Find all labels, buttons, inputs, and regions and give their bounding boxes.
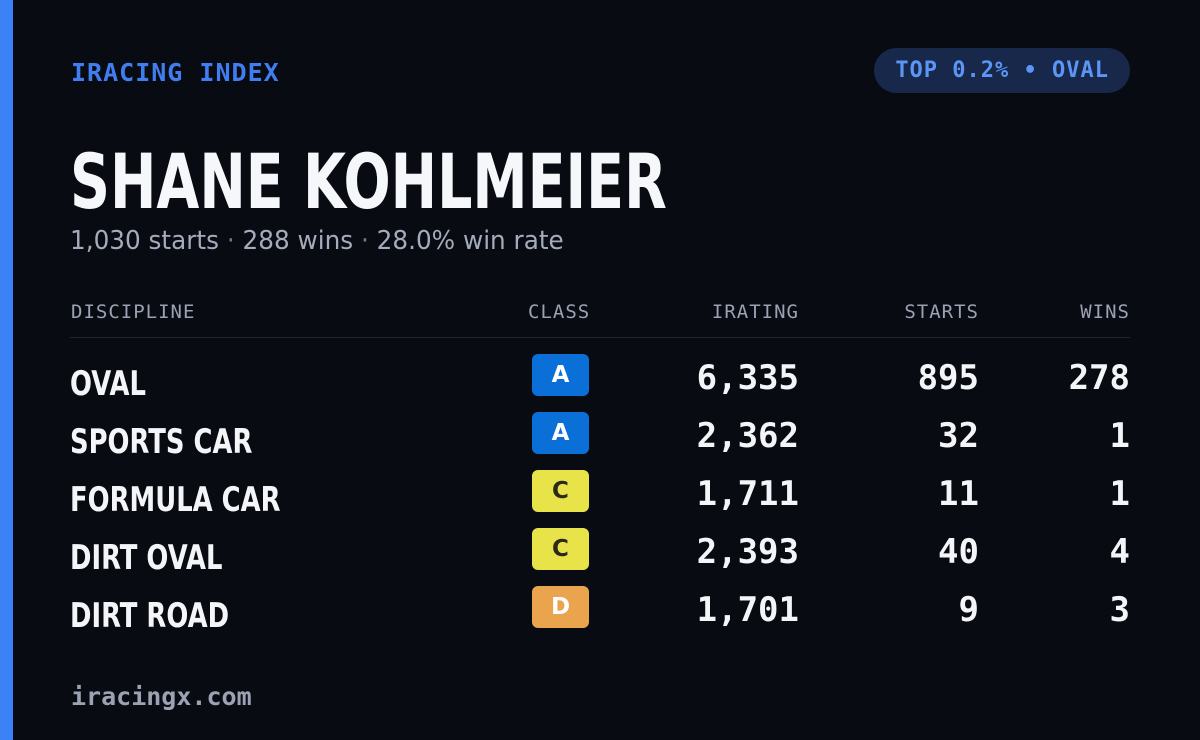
class-badge: D (532, 586, 589, 628)
starts-value: 40 (938, 532, 979, 572)
irating-value: 1,701 (696, 590, 799, 630)
table-row: SPORTS CAR A 2,362 32 1 (0, 412, 1200, 470)
column-header-discipline: DISCIPLINE (71, 301, 196, 323)
irating-value: 2,393 (696, 532, 799, 572)
table-row: DIRT ROAD D 1,701 9 3 (0, 586, 1200, 644)
column-header-starts: STARTS (904, 301, 979, 323)
brand-label: IRACING INDEX (71, 58, 280, 87)
summary-separator: · (360, 226, 369, 256)
starts-value: 9 (958, 590, 979, 630)
wins-value: 3 (1109, 590, 1130, 630)
column-header-wins: WINS (1080, 301, 1130, 323)
starts-value: 11 (938, 474, 979, 514)
summary-separator: · (226, 226, 235, 256)
discipline-name: SPORTS CAR (70, 422, 253, 462)
wins-value: 1 (1109, 474, 1130, 514)
header-divider (70, 337, 1130, 338)
table-row: DIRT OVAL C 2,393 40 4 (0, 528, 1200, 586)
irating-value: 1,711 (696, 474, 799, 514)
summary-win-rate: 28.0% win rate (376, 226, 564, 256)
summary-wins: 288 wins (242, 226, 354, 256)
irating-value: 2,362 (696, 416, 799, 456)
discipline-name: DIRT ROAD (70, 596, 230, 636)
wins-value: 1 (1109, 416, 1130, 456)
discipline-name: DIRT OVAL (70, 538, 223, 578)
driver-summary: 1,030 starts · 288 wins · 28.0% win rate (70, 226, 564, 256)
column-header-class: CLASS (528, 301, 591, 323)
footer-site-link[interactable]: iracingx.com (71, 682, 252, 711)
starts-value: 32 (938, 416, 979, 456)
wins-value: 4 (1109, 532, 1130, 572)
irating-value: 6,335 (696, 358, 799, 398)
class-badge: C (532, 470, 589, 512)
class-badge: C (532, 528, 589, 570)
column-header-irating: IRATING (711, 301, 799, 323)
starts-value: 895 (917, 358, 979, 398)
rank-badge: TOP 0.2% • OVAL (874, 48, 1130, 93)
wins-value: 278 (1068, 358, 1130, 398)
class-badge: A (532, 412, 589, 454)
table-row: FORMULA CAR C 1,711 11 1 (0, 470, 1200, 528)
rank-badge-label: TOP 0.2% • OVAL (895, 58, 1109, 83)
summary-starts: 1,030 starts (70, 226, 219, 256)
accent-bar (0, 0, 13, 740)
discipline-name: OVAL (70, 364, 146, 404)
table-row: OVAL A 6,335 895 278 (0, 354, 1200, 412)
driver-name: SHANE KOHLMEIER (70, 137, 667, 226)
class-badge: A (532, 354, 589, 396)
discipline-name: FORMULA CAR (70, 480, 281, 520)
